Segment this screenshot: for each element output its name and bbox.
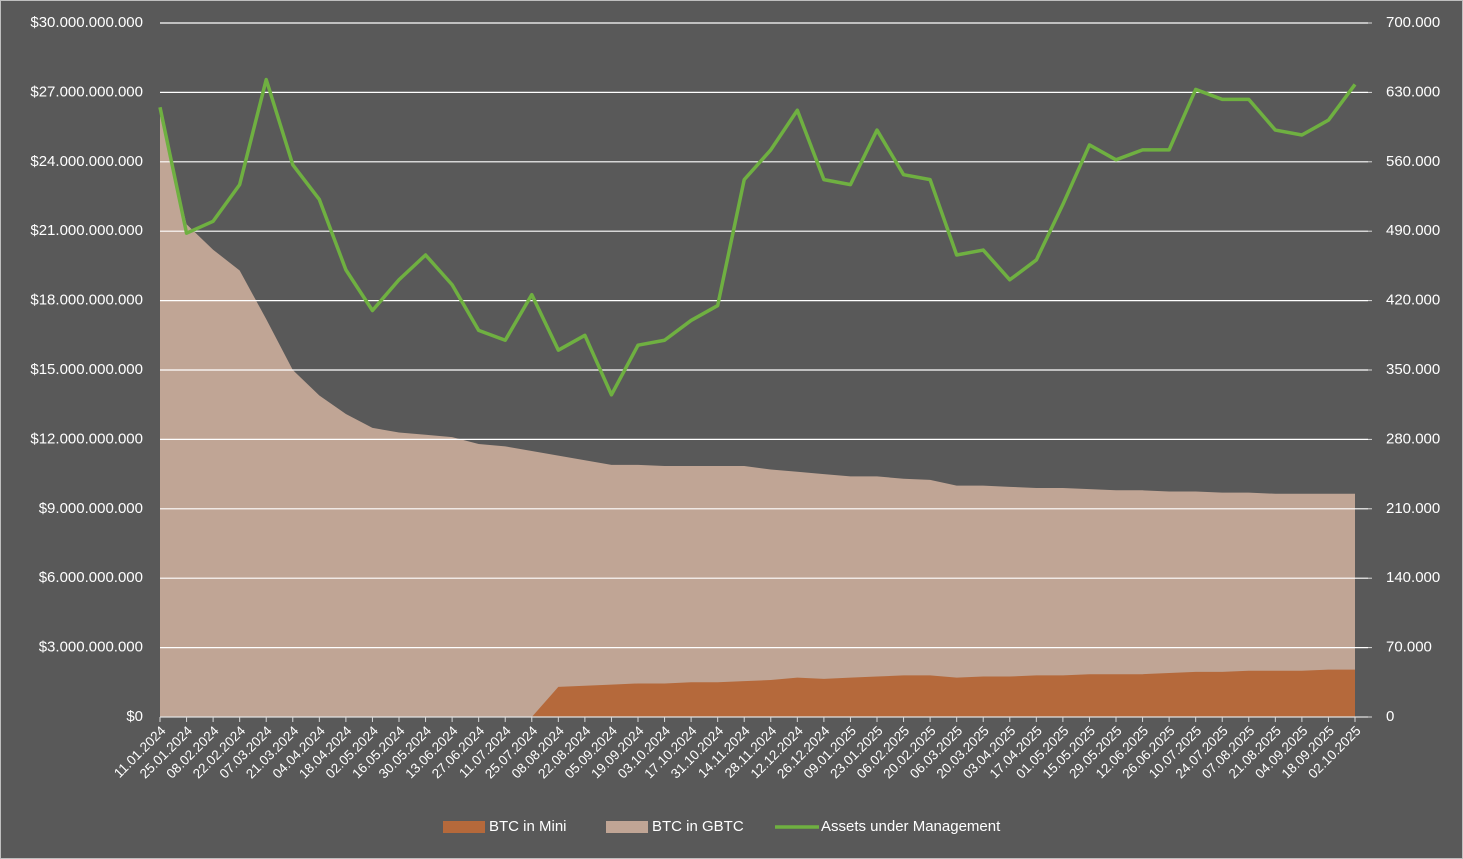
y2-tick-label: 70.000: [1386, 639, 1432, 656]
legend-swatch: [443, 821, 485, 833]
y2-tick-label: 0: [1386, 708, 1394, 725]
area: [160, 115, 1355, 718]
y-tick-label: $12.000.000.000: [30, 430, 143, 447]
y2-tick-label: 630.000: [1386, 83, 1440, 100]
y2-tick-label: 560.000: [1386, 153, 1440, 170]
y-tick-label: $9.000.000.000: [39, 500, 143, 517]
y-tick-label: $24.000.000.000: [30, 153, 143, 170]
y-tick-label: $18.000.000.000: [30, 292, 143, 309]
legend-label: Assets under Management: [821, 818, 1001, 835]
legend: BTC in Mini BTC in GBTC Assets under Manag…: [443, 818, 1001, 835]
grid: [159, 22, 1372, 722]
y2-tick-label: 700.000: [1386, 14, 1440, 31]
legend-label: BTC in Mini: [489, 818, 567, 835]
legend-swatch: [606, 821, 648, 833]
area: [160, 669, 1355, 717]
y-tick-label: $21.000.000.000: [30, 222, 143, 239]
y2-tick-label: 350.000: [1386, 361, 1440, 378]
y2-tick-label: 140.000: [1386, 569, 1440, 586]
legend-label: BTC in GBTC: [652, 818, 744, 835]
y-tick-label: $27.000.000.000: [30, 83, 143, 100]
y-tick-label: $6.000.000.000: [39, 569, 143, 586]
areas: [160, 115, 1355, 718]
y-tick-label: $15.000.000.000: [30, 361, 143, 378]
y-tick-label: $30.000.000.000: [30, 14, 143, 31]
lines: [158, 77, 1357, 397]
y2-tick-label: 210.000: [1386, 500, 1440, 517]
y2-tick-label: 420.000: [1386, 292, 1440, 309]
y2-tick-label: 490.000: [1386, 222, 1440, 239]
y-tick-label: $3.000.000.000: [39, 639, 143, 656]
line: [158, 77, 1357, 397]
y-tick-label: $0: [126, 708, 143, 725]
y2-tick-label: 280.000: [1386, 430, 1440, 447]
